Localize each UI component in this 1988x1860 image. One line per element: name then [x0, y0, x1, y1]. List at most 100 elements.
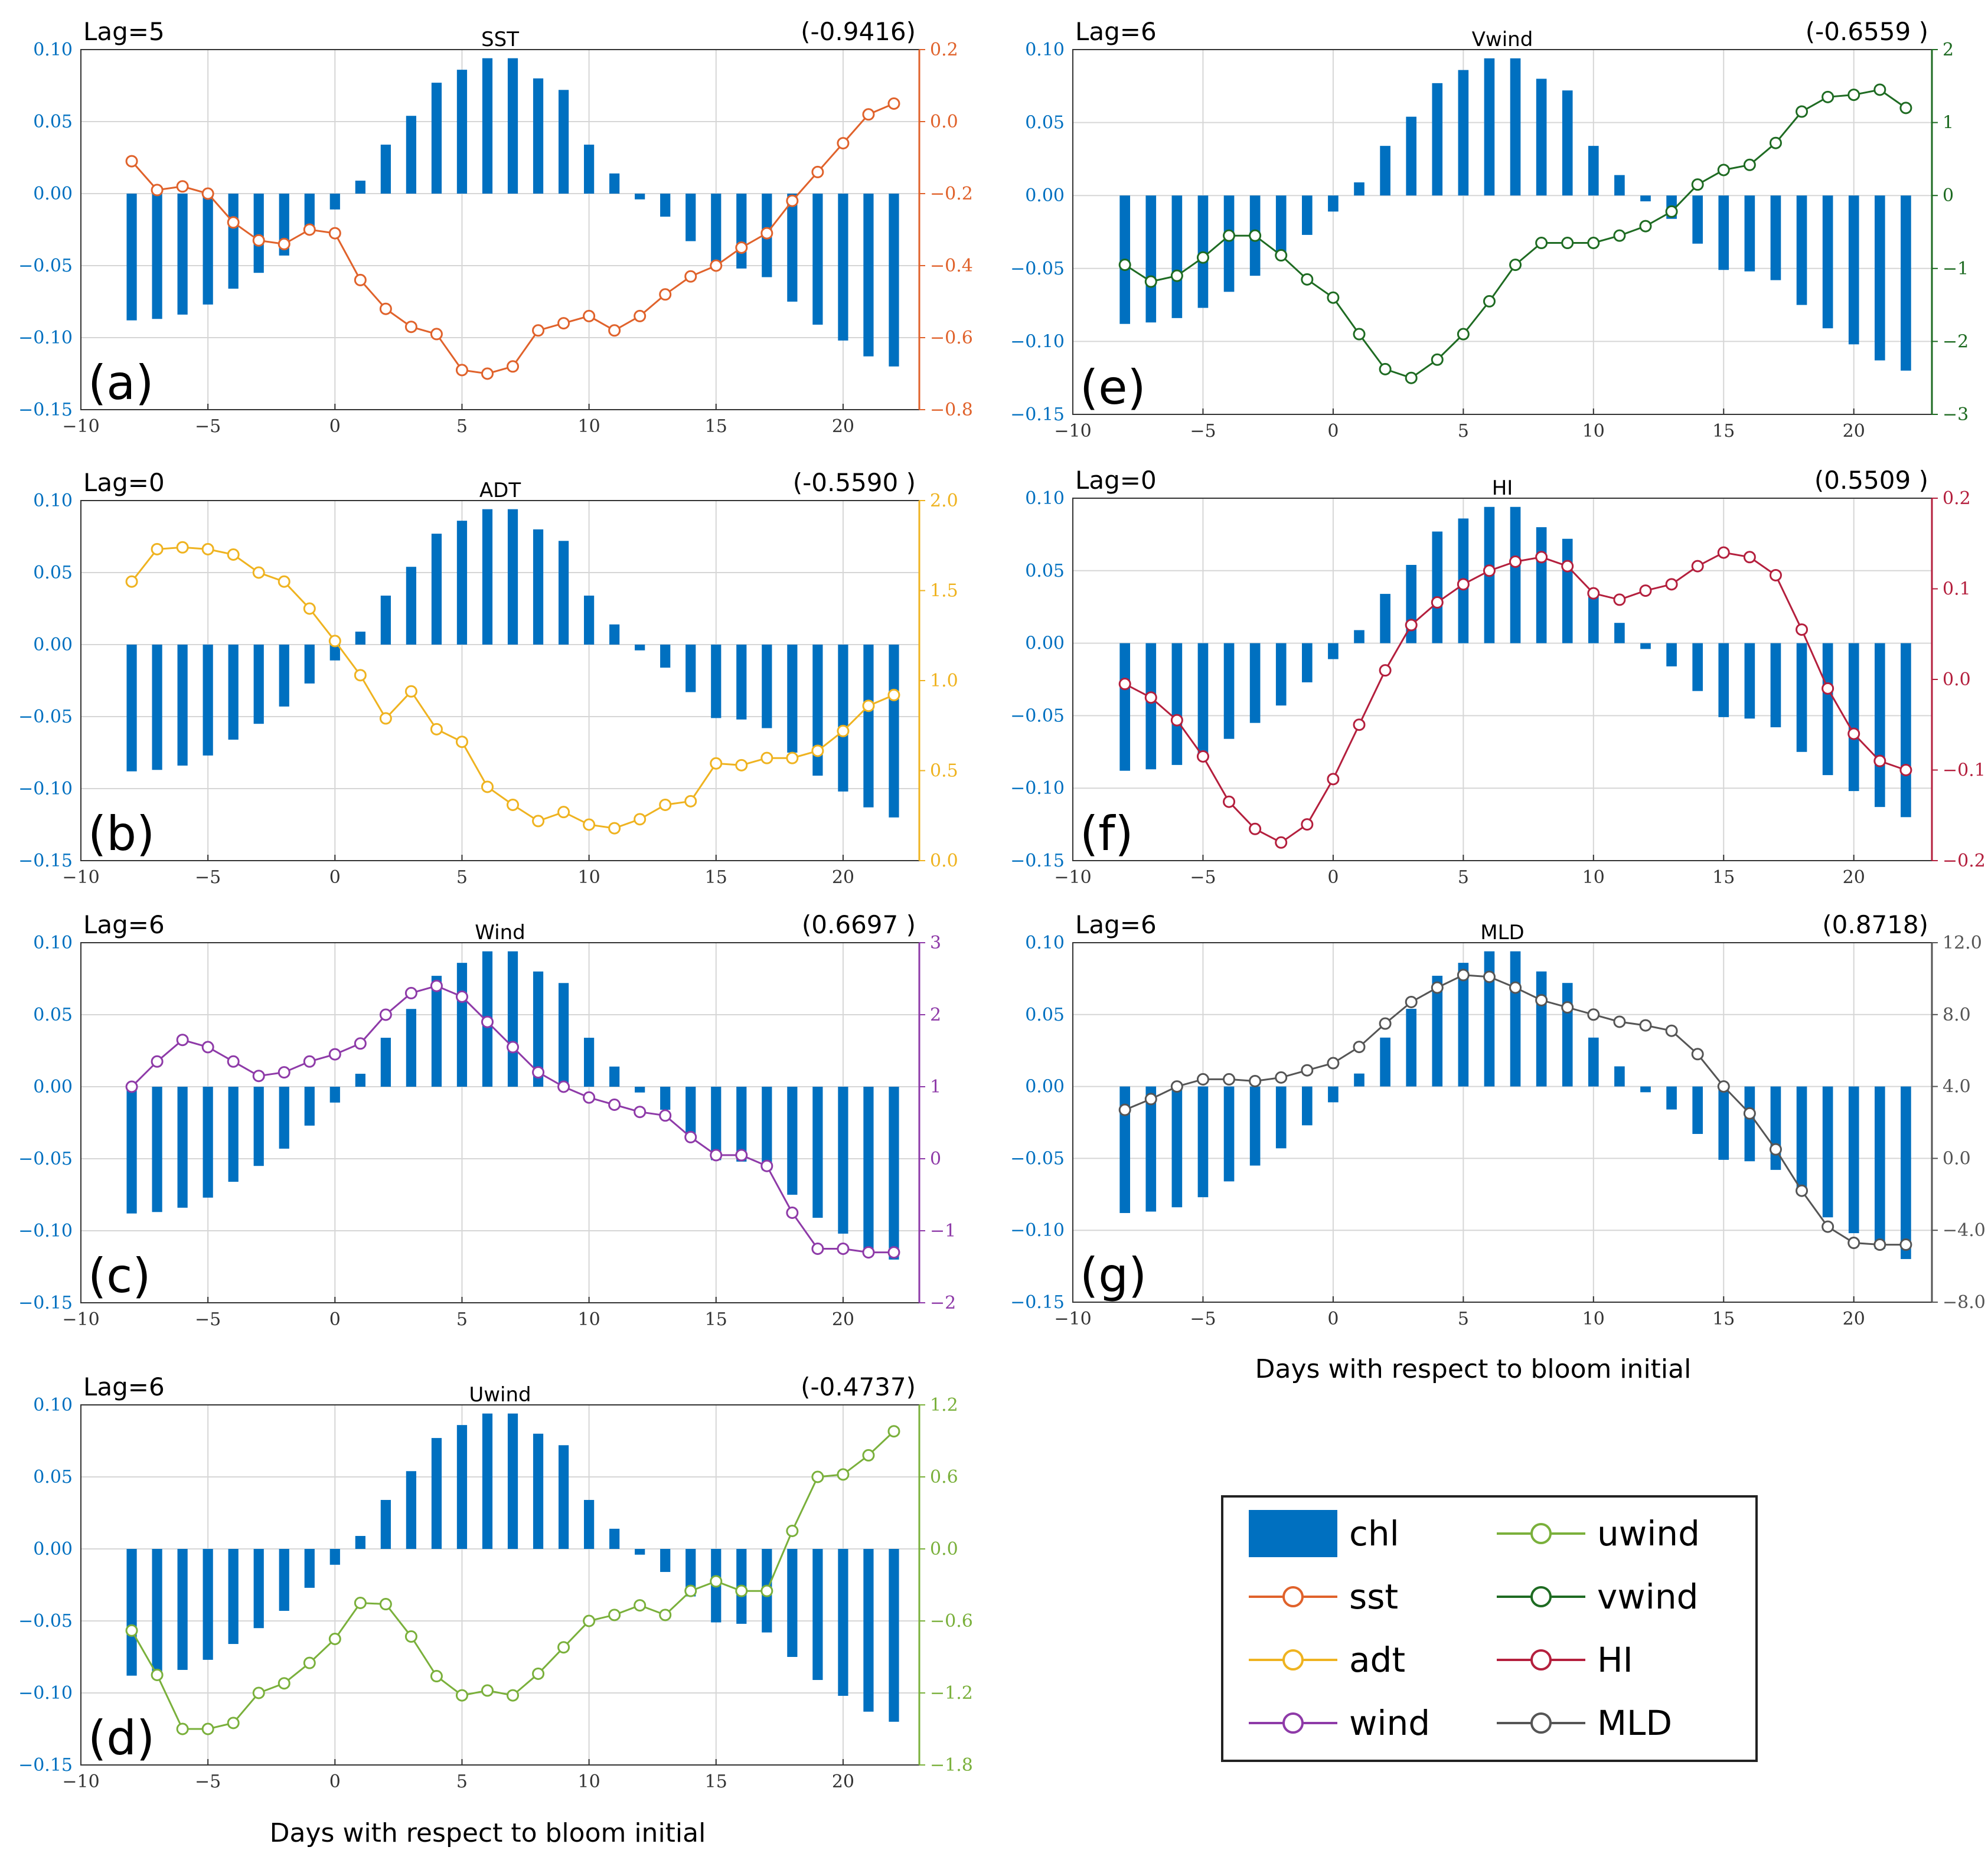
HI-point	[1613, 593, 1626, 606]
x-tick-label: 5	[1458, 867, 1469, 888]
x-tick-label: 15	[1712, 421, 1735, 442]
right-tick-label: −0.6	[930, 328, 973, 348]
x-tick-label: −10	[62, 1771, 99, 1792]
uwind-point	[557, 1641, 570, 1654]
sst-point	[760, 227, 773, 240]
x-tick-label: −5	[1190, 421, 1216, 442]
chl-bar	[482, 58, 493, 194]
uwind-point	[532, 1667, 545, 1680]
left-tick-label: 0.05	[1025, 1005, 1065, 1025]
chl-bar	[1302, 1086, 1313, 1126]
plot-area	[81, 1405, 919, 1765]
HI-point	[1665, 578, 1678, 591]
sst-point	[125, 155, 138, 168]
chl-bar	[1640, 1086, 1651, 1093]
legend-swatch-chl	[1249, 1510, 1337, 1557]
vwind-point	[1717, 164, 1730, 176]
left-tick-label: −0.05	[18, 1611, 73, 1632]
left-tick-label: −0.05	[18, 707, 73, 727]
chl-bar	[1432, 83, 1443, 196]
right-tick-label: 1.2	[930, 1395, 958, 1416]
panel-title: ADT	[479, 479, 521, 502]
xlabel-right-column: Days with respect to bloom initial	[1255, 1354, 1692, 1384]
sst-point	[507, 360, 520, 373]
chl-bar	[279, 1087, 289, 1149]
right-tick-label: 0.0	[1943, 1148, 1971, 1169]
chl-bar	[1588, 594, 1599, 643]
chl-bar	[203, 1087, 213, 1198]
correlation-label: (0.8718)	[1822, 910, 1928, 939]
MLD-point	[1327, 1057, 1340, 1070]
MLD-point	[1509, 981, 1522, 994]
adt-point	[481, 780, 494, 793]
wind-point	[455, 991, 468, 1003]
chl-bar	[380, 1038, 391, 1087]
vwind-point	[1639, 220, 1652, 233]
legend-marker-vwind	[1530, 1586, 1552, 1607]
adt-point	[328, 635, 341, 648]
legend-label-chl: chl	[1349, 1514, 1399, 1554]
chl-bar	[1510, 951, 1521, 1087]
x-tick-label: 20	[832, 1771, 854, 1792]
x-tick-label: 15	[705, 1771, 727, 1792]
left-tick-label: 0.05	[33, 112, 73, 132]
vwind-point	[1379, 362, 1392, 375]
vwind-point	[1535, 237, 1548, 250]
sst-point	[278, 237, 290, 250]
chl-bar	[355, 181, 365, 194]
left-tick-label: 0.10	[33, 933, 73, 953]
HI-point	[1249, 822, 1262, 835]
chl-bar	[558, 90, 569, 194]
wind-point	[684, 1130, 697, 1143]
panel-label: (d)	[88, 1711, 155, 1766]
wind-point	[837, 1243, 850, 1255]
chl-bar	[507, 58, 518, 194]
uwind-point	[278, 1677, 290, 1690]
left-tick-label: 0.00	[1025, 185, 1065, 206]
sst-point	[811, 165, 824, 178]
left-tick-label: 0.00	[33, 1539, 73, 1560]
chl-bar	[126, 1549, 137, 1676]
x-tick-label: −5	[1190, 1309, 1216, 1329]
chl-bar	[228, 1549, 239, 1645]
sst-point	[328, 227, 341, 240]
chl-bar	[1223, 195, 1235, 292]
plot-area	[81, 50, 919, 410]
chl-bar	[1796, 643, 1807, 752]
chl-bar	[838, 194, 848, 341]
uwind-point	[125, 1624, 138, 1637]
right-tick-label: −0.1	[1943, 760, 1986, 781]
chl-bar	[1119, 643, 1130, 771]
vwind-point	[1144, 275, 1157, 288]
MLD-point	[1639, 1019, 1652, 1032]
legend-label-sst: sst	[1349, 1577, 1398, 1617]
chl-bar	[279, 1549, 289, 1611]
wind-point	[379, 1008, 392, 1021]
right-tick-label: 0	[1943, 185, 1954, 206]
HI-point	[1118, 678, 1131, 691]
panel-f: −10 −5 0 5 10 15 20 0.10 0.05 0.00 −0.05 −0.10 −0.15…	[1010, 466, 1986, 888]
x-tick-label: 15	[705, 1309, 727, 1330]
x-tick-label: 0	[1327, 1309, 1339, 1329]
plot-area	[81, 943, 919, 1303]
MLD-point	[1196, 1073, 1209, 1086]
x-tick-label: 5	[456, 1309, 468, 1330]
chl-bar	[1249, 1086, 1261, 1166]
adt-point	[557, 806, 570, 819]
wind-point	[328, 1048, 341, 1061]
right-tick-label: −0.8	[930, 400, 973, 420]
x-tick-label: 20	[832, 1309, 854, 1330]
left-tick-label: −0.10	[18, 328, 73, 348]
x-tick-label: 20	[1843, 1309, 1865, 1329]
HI-point	[1144, 691, 1157, 704]
legend-marker-adt	[1282, 1649, 1304, 1671]
chl-bar	[1562, 983, 1573, 1087]
chl-bar	[253, 645, 264, 724]
x-tick-label: 10	[578, 1771, 600, 1792]
chl-bar	[456, 521, 468, 645]
x-tick-label: −10	[62, 867, 99, 888]
adt-point	[710, 757, 723, 770]
wind-point	[201, 1041, 214, 1054]
MLD-point	[1379, 1017, 1392, 1030]
MLD-point	[1301, 1064, 1314, 1077]
